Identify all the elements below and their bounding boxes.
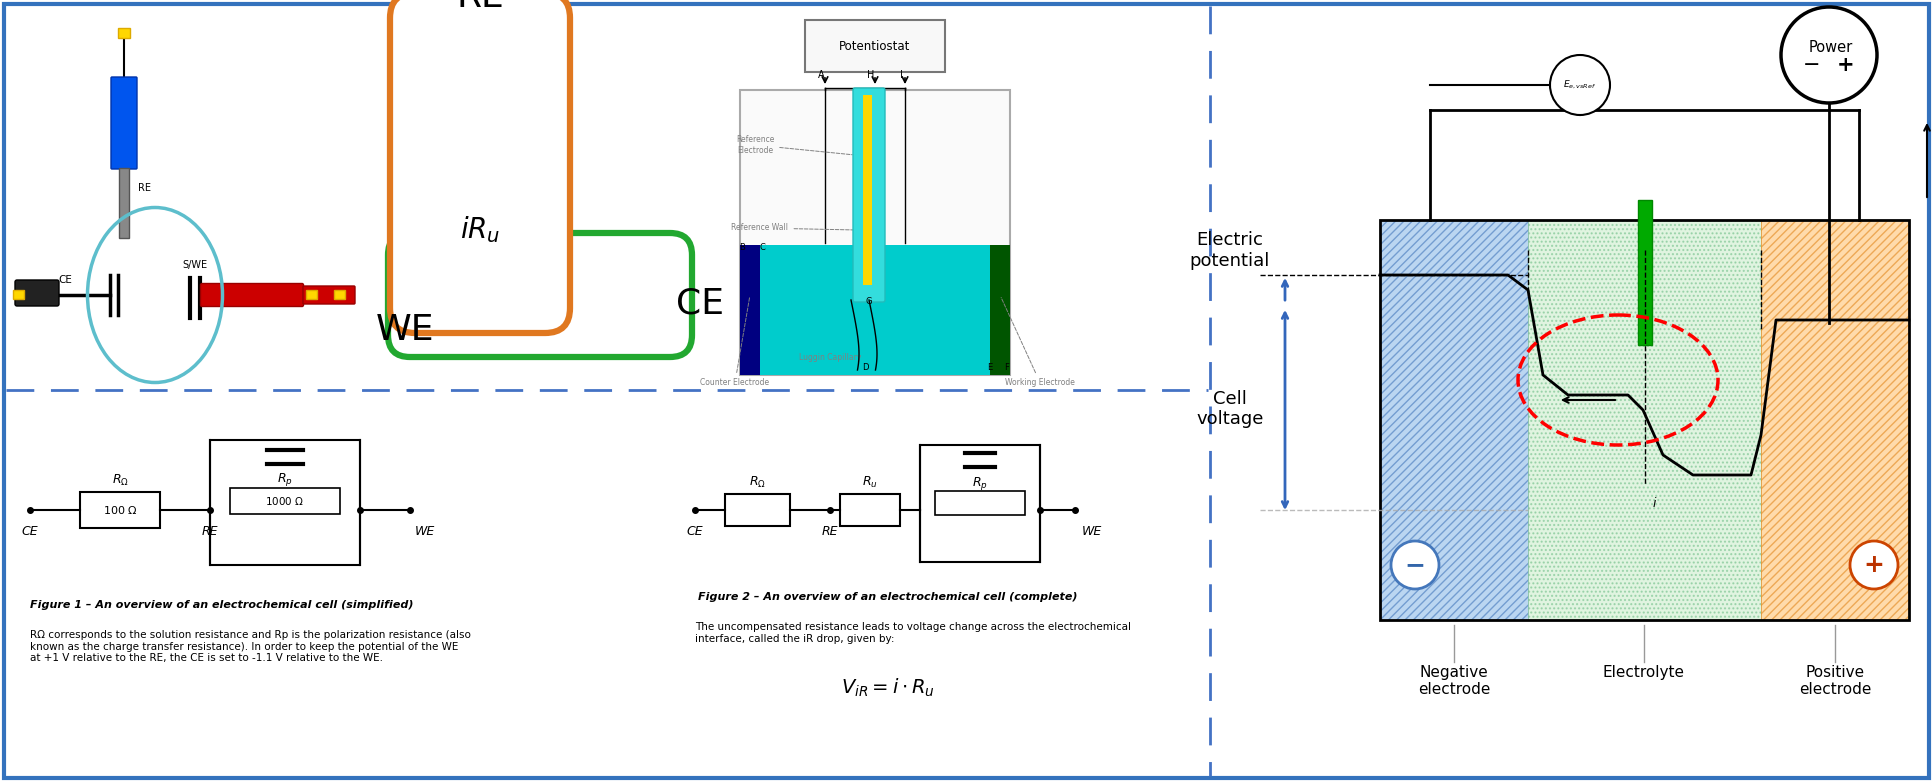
Bar — [120, 168, 129, 238]
Text: $R_\Omega$: $R_\Omega$ — [112, 473, 128, 488]
Bar — [1636, 200, 1652, 345]
Text: +: + — [1862, 553, 1884, 577]
Bar — [305, 290, 317, 299]
Bar — [935, 491, 1024, 515]
Text: 1000 $\Omega$: 1000 $\Omega$ — [265, 495, 305, 507]
Text: CE: CE — [21, 525, 39, 538]
Bar — [1760, 220, 1909, 620]
Text: RE: RE — [201, 525, 218, 538]
Text: Positive
electrode: Positive electrode — [1799, 665, 1870, 698]
FancyBboxPatch shape — [110, 77, 137, 169]
Bar — [989, 245, 1010, 375]
Text: $iR_u$: $iR_u$ — [460, 214, 500, 246]
Text: $R_p$: $R_p$ — [276, 472, 294, 489]
Text: D: D — [862, 363, 867, 372]
Circle shape — [1391, 541, 1437, 589]
Bar — [804, 20, 945, 72]
Bar — [862, 95, 871, 285]
Bar — [1526, 220, 1760, 620]
Bar — [230, 488, 340, 514]
Text: Counter Electrode: Counter Electrode — [699, 298, 769, 387]
Bar — [1526, 220, 1760, 620]
FancyBboxPatch shape — [388, 233, 692, 357]
Text: CE: CE — [58, 275, 71, 285]
Text: RE: RE — [137, 183, 151, 193]
Bar — [740, 245, 759, 375]
Text: i: i — [1652, 497, 1656, 510]
Text: Power: Power — [1808, 40, 1853, 55]
FancyBboxPatch shape — [852, 88, 885, 302]
Text: Reference
Electrode: Reference Electrode — [736, 135, 852, 155]
Text: $R_u$: $R_u$ — [862, 475, 877, 490]
Bar — [840, 494, 900, 526]
Text: −: − — [1405, 553, 1424, 577]
Bar — [1379, 220, 1526, 620]
FancyBboxPatch shape — [303, 286, 355, 304]
Text: G: G — [866, 297, 871, 306]
Bar — [79, 492, 160, 528]
Text: F: F — [1005, 363, 1009, 372]
Text: Electric
potential: Electric potential — [1190, 231, 1269, 270]
Text: $E_{e,vs Ref}$: $E_{e,vs Ref}$ — [1563, 79, 1596, 91]
Text: CE: CE — [676, 286, 724, 320]
Text: The uncompensated resistance leads to voltage change across the electrochemical
: The uncompensated resistance leads to vo… — [696, 622, 1130, 644]
Text: $R_p$: $R_p$ — [972, 475, 987, 492]
FancyBboxPatch shape — [390, 0, 570, 333]
Bar — [334, 290, 344, 299]
Text: 100 $\Omega$: 100 $\Omega$ — [102, 504, 137, 516]
Text: H: H — [867, 70, 875, 80]
Text: B: B — [738, 243, 744, 252]
FancyBboxPatch shape — [15, 280, 60, 306]
Circle shape — [1779, 7, 1876, 103]
Circle shape — [1849, 541, 1897, 589]
Text: RE: RE — [456, 0, 504, 14]
Bar — [1760, 220, 1909, 620]
Text: Luggin Capillary: Luggin Capillary — [798, 353, 862, 362]
Bar — [211, 440, 359, 565]
Text: S/WE: S/WE — [182, 260, 207, 270]
Text: RE: RE — [821, 525, 838, 538]
Text: Figure 1 – An overview of an electrochemical cell (simplified): Figure 1 – An overview of an electrochem… — [31, 600, 413, 610]
Text: Negative
electrode: Negative electrode — [1416, 665, 1490, 698]
Text: A: A — [817, 70, 823, 80]
Text: WE: WE — [415, 525, 435, 538]
Bar — [14, 290, 23, 299]
Text: I: I — [898, 70, 902, 80]
Bar — [1379, 220, 1526, 620]
Text: $V_{iR} = i \cdot R_u$: $V_{iR} = i \cdot R_u$ — [840, 677, 935, 699]
Text: C: C — [759, 243, 765, 252]
Text: RΩ corresponds to the solution resistance and Rp is the polarization resistance : RΩ corresponds to the solution resistanc… — [31, 630, 471, 663]
Bar — [740, 245, 1010, 375]
Text: E: E — [987, 363, 993, 372]
Text: WE: WE — [1082, 525, 1101, 538]
Text: $R_\Omega$: $R_\Omega$ — [748, 475, 765, 490]
Text: Electrolyte: Electrolyte — [1602, 665, 1685, 680]
Text: Working Electrode: Working Electrode — [1001, 297, 1074, 387]
Bar — [920, 445, 1039, 562]
Text: Potentiostat: Potentiostat — [838, 40, 910, 52]
Text: +: + — [1835, 55, 1855, 75]
Bar — [118, 28, 129, 38]
Text: Cell
voltage: Cell voltage — [1196, 389, 1264, 429]
FancyBboxPatch shape — [201, 284, 303, 307]
Bar — [724, 494, 790, 526]
Text: Figure 2 – An overview of an electrochemical cell (complete): Figure 2 – An overview of an electrochem… — [697, 592, 1078, 602]
Text: Reference Wall: Reference Wall — [730, 224, 854, 232]
Text: −: − — [1803, 55, 1820, 75]
Circle shape — [1549, 55, 1609, 115]
Bar — [1379, 220, 1909, 620]
Text: CE: CE — [686, 525, 703, 538]
Bar — [740, 90, 1010, 375]
Text: WE: WE — [375, 313, 435, 347]
